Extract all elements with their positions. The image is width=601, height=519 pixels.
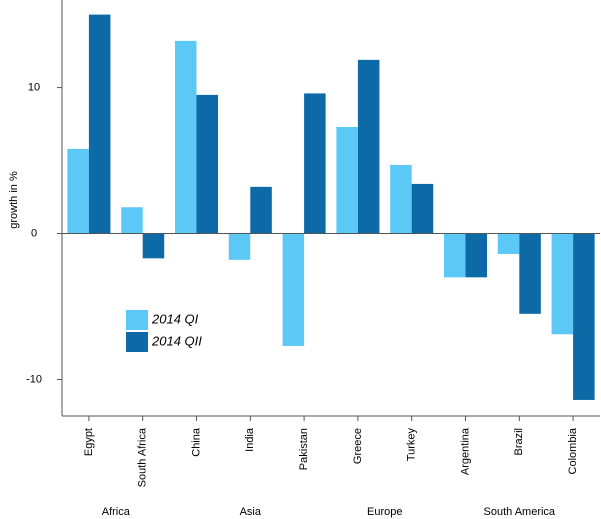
legend-swatch — [126, 310, 148, 330]
bar — [121, 207, 143, 234]
x-tick-label: Turkey — [406, 428, 418, 462]
group-label: Asia — [240, 506, 262, 518]
legend-label: 2014 QI — [151, 311, 199, 326]
bar — [88, 14, 111, 234]
bar — [443, 233, 466, 278]
y-axis-label: growth in % — [8, 171, 20, 229]
bar — [465, 233, 488, 278]
bar — [228, 233, 251, 260]
bar — [357, 59, 380, 234]
x-tick-label: Pakistan — [298, 428, 310, 470]
group-label: South America — [484, 506, 556, 518]
bar — [336, 126, 358, 234]
x-tick-label: Egypt — [83, 428, 95, 456]
x-tick-label: Brazil — [513, 428, 525, 456]
group-label: Africa — [102, 506, 131, 518]
legend-label: 2014 QII — [151, 333, 202, 348]
x-tick-label: Greece — [352, 428, 364, 464]
bar — [551, 233, 574, 335]
y-tick-label: 0 — [31, 227, 37, 239]
bar — [519, 233, 541, 314]
bar — [250, 186, 272, 234]
bar — [282, 233, 305, 346]
legend-swatch — [126, 332, 148, 352]
bar — [67, 148, 89, 234]
bar — [497, 233, 520, 254]
bar — [411, 183, 434, 234]
bar — [573, 233, 595, 400]
bar — [142, 233, 165, 259]
x-tick-label: South Africa — [137, 427, 149, 487]
bar — [174, 40, 197, 234]
y-tick-label: -10 — [26, 373, 42, 385]
x-tick-label: Colombia — [567, 427, 579, 474]
y-tick-label: 10 — [28, 81, 40, 93]
bar — [196, 94, 219, 234]
bar — [390, 164, 412, 234]
x-tick-label: Argentina — [459, 427, 471, 475]
x-tick-label: China — [190, 427, 202, 457]
x-tick-label: India — [244, 427, 256, 452]
group-label: Europe — [367, 506, 402, 518]
bar — [304, 93, 326, 234]
